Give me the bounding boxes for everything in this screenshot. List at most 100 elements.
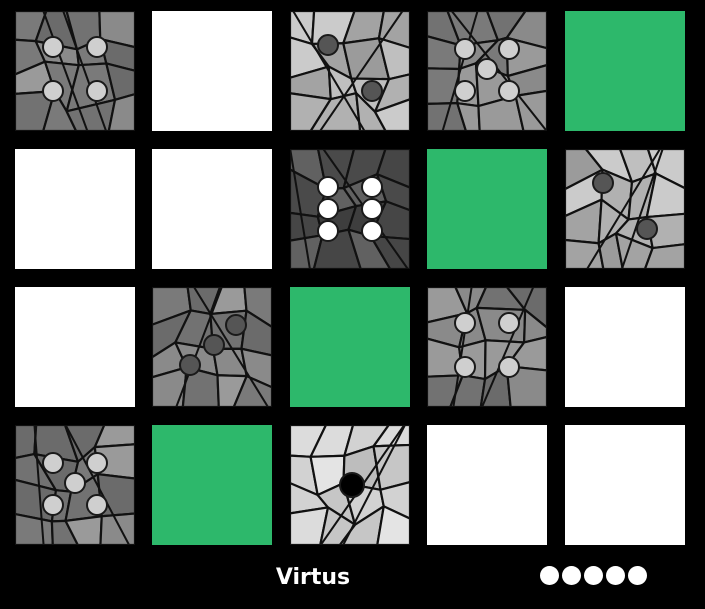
- stone-fragment: [93, 425, 135, 449]
- green-tile[interactable]: [152, 425, 272, 545]
- stone-tile-graphic: [290, 11, 410, 131]
- stone-fragment: [376, 505, 410, 545]
- tile-pip: [636, 218, 658, 240]
- blank-tile[interactable]: [565, 425, 685, 545]
- tile-pip: [86, 494, 108, 516]
- stone-fragment: [376, 149, 410, 189]
- stone-tile[interactable]: [152, 287, 272, 407]
- tile-pip: [454, 356, 476, 378]
- stone-crack: [342, 425, 406, 545]
- tile-pip: [454, 312, 476, 334]
- life-dot: [562, 566, 581, 585]
- life-dot: [540, 566, 559, 585]
- stone-tile-graphic: [427, 287, 547, 407]
- game-title: Virtus: [275, 565, 351, 590]
- tile-pip: [339, 472, 365, 498]
- blank-tile[interactable]: [565, 287, 685, 407]
- stone-fragment: [369, 234, 410, 269]
- blank-tile[interactable]: [15, 149, 135, 269]
- blank-tile[interactable]: [15, 287, 135, 407]
- stone-tile-graphic: [15, 11, 135, 131]
- stone-fragment: [107, 93, 135, 131]
- tile-pip: [86, 36, 108, 58]
- life-dot: [584, 566, 603, 585]
- tile-pip: [203, 334, 225, 356]
- stone-fragment: [646, 149, 685, 190]
- tile-pip: [592, 172, 614, 194]
- stone-fragment: [42, 90, 78, 131]
- stone-fragment: [505, 287, 547, 329]
- blank-tile[interactable]: [152, 149, 272, 269]
- green-tile[interactable]: [427, 149, 547, 269]
- stone-crack: [62, 11, 108, 131]
- stone-tile-graphic: [565, 149, 685, 269]
- stone-fragment: [376, 173, 410, 212]
- stone-fragment: [523, 308, 547, 344]
- tile-pip: [86, 452, 108, 474]
- stone-tile-graphic: [290, 425, 410, 545]
- stone-tile[interactable]: [565, 149, 685, 269]
- tile-pip: [317, 176, 339, 198]
- tile-pip: [476, 58, 498, 80]
- stone-crack: [175, 287, 223, 407]
- stone-tile[interactable]: [290, 11, 410, 131]
- stone-fragment: [338, 505, 385, 545]
- stone-fragment: [99, 37, 135, 72]
- stone-fragment: [505, 365, 547, 407]
- stone-crack: [441, 11, 479, 131]
- tile-pip: [361, 80, 383, 102]
- tile-pip: [42, 452, 64, 474]
- stone-fragment: [243, 287, 272, 329]
- game-board: [15, 11, 685, 545]
- stone-crack: [193, 287, 269, 407]
- blank-tile[interactable]: [152, 11, 272, 131]
- stone-fragment: [290, 92, 332, 131]
- stone-fragment: [98, 11, 135, 49]
- green-tile[interactable]: [290, 287, 410, 407]
- stone-fragment: [105, 62, 135, 101]
- tile-pip: [361, 220, 383, 242]
- blank-tile[interactable]: [427, 425, 547, 545]
- stone-fragment: [99, 512, 135, 545]
- stone-fragment: [427, 374, 464, 407]
- stone-tile[interactable]: [15, 11, 135, 131]
- tile-pip: [64, 472, 86, 494]
- stone-tile[interactable]: [290, 149, 410, 269]
- green-tile[interactable]: [565, 11, 685, 131]
- stone-tile[interactable]: [290, 425, 410, 545]
- stone-tile-graphic: [427, 11, 547, 131]
- stone-crack: [42, 11, 89, 131]
- tile-pip: [179, 354, 201, 376]
- stone-fragment: [643, 243, 685, 269]
- stone-fragment: [565, 238, 605, 269]
- stone-crack: [33, 425, 45, 545]
- stone-fragment: [377, 11, 410, 49]
- tile-pip: [317, 220, 339, 242]
- stone-fragment: [152, 366, 188, 407]
- tile-pip: [317, 34, 339, 56]
- stone-tile[interactable]: [427, 287, 547, 407]
- stone-crack: [319, 11, 404, 131]
- tile-pip: [498, 38, 520, 60]
- tile-pip: [454, 38, 476, 60]
- stone-fragment: [355, 92, 387, 131]
- stone-crack: [586, 149, 661, 269]
- stone-fragment: [64, 515, 103, 545]
- life-dot: [628, 566, 647, 585]
- stone-fragment: [505, 11, 547, 50]
- stone-fragment: [645, 172, 685, 219]
- stone-tile[interactable]: [427, 11, 547, 131]
- stone-fragment: [427, 67, 461, 106]
- stone-tile-graphic: [15, 425, 135, 545]
- stone-crack: [620, 149, 664, 269]
- stone-tile[interactable]: [15, 425, 135, 545]
- stone-fragment: [181, 366, 220, 407]
- stone-fragment: [50, 519, 79, 545]
- stone-crack: [450, 11, 547, 131]
- tile-pip: [42, 36, 64, 58]
- tile-pip: [498, 356, 520, 378]
- tile-pip: [42, 80, 64, 102]
- stone-crack: [64, 425, 131, 545]
- tile-pip: [225, 314, 247, 336]
- stone-fragment: [379, 481, 410, 520]
